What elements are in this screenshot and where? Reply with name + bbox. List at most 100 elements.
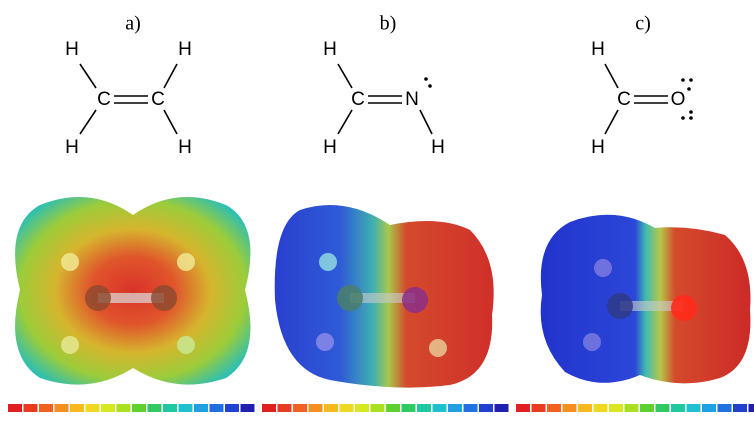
lone-pair [689,116,693,120]
model-atom [319,253,337,271]
atom: H [323,39,337,60]
model-atom [61,336,79,354]
lone-pair [687,87,691,91]
model-atom [594,259,612,277]
color-scales [8,404,754,412]
bond [338,64,352,88]
scale-swatch [563,404,577,412]
model-atom [402,287,428,313]
scale-swatch [702,404,716,412]
atom: C [617,89,631,110]
scale-swatch [8,404,22,412]
bond [605,64,618,88]
atom: O [671,89,686,110]
scale-swatch [371,404,385,412]
scale-swatch [163,404,177,412]
atom: H [431,137,445,158]
scale-swatch [293,404,307,412]
scale-swatch [464,404,478,412]
scale-swatch [262,404,276,412]
scale-swatch [578,404,592,412]
model-atom [85,285,111,311]
atom: H [65,137,79,158]
model-atom [607,293,633,319]
scale-swatch [117,404,131,412]
scale-swatch [609,404,623,412]
model-atom [61,253,79,271]
scale-swatch [132,404,146,412]
scale-swatch [516,404,530,412]
scale-swatch [148,404,162,412]
scale-swatch [241,404,255,412]
lone-pair [424,77,428,81]
scale-swatch [179,404,193,412]
scale-swatch [39,404,53,412]
scale-swatch [640,404,654,412]
scale-swatch [309,404,323,412]
panel-label: a) [125,13,141,35]
model-atom [337,285,363,311]
structure-c: H C O H [591,39,693,158]
scale-swatch [402,404,416,412]
bond [164,64,177,88]
bond [164,110,177,134]
scale-swatch [671,404,685,412]
scale-swatch [433,404,447,412]
scale-swatch [55,404,69,412]
atom: N [405,89,419,110]
lone-pair [428,84,432,88]
lone-pair [689,78,693,82]
scale-swatch [417,404,431,412]
scale-swatch [340,404,354,412]
bond [605,110,618,134]
structure-a: H H C C H H [65,39,192,158]
bond [338,110,352,134]
scale-swatch [355,404,369,412]
figure: a) b) c) H H C C H H H C N H H [0,0,754,426]
scale-swatch [194,404,208,412]
surface [541,215,751,384]
scale-swatch [733,404,747,412]
atom: H [591,137,605,158]
scale-swatch [70,404,84,412]
model-atom [583,333,601,351]
scale-swatch [225,404,239,412]
scale-swatch [532,404,546,412]
structure-b: H C N H H [323,39,445,158]
model-atom [151,285,177,311]
bond [80,64,96,88]
surface [15,197,250,385]
potential-map-c [541,215,751,384]
scale-swatch [495,404,509,412]
scale-swatch [210,404,224,412]
scale-swatch [687,404,701,412]
scale-swatch [278,404,292,412]
scale-swatch [656,404,670,412]
scale-swatch [86,404,100,412]
scale-swatch [479,404,493,412]
atom: H [323,137,337,158]
bond [80,110,96,134]
bond [420,110,432,134]
lone-pair [681,78,685,82]
potential-map-a [15,197,250,385]
atom: H [178,137,192,158]
model-atom [177,253,195,271]
lone-pair [681,116,685,120]
model-atom [316,333,334,351]
scale-swatch [24,404,38,412]
scale-swatch [547,404,561,412]
scale-swatch [448,404,462,412]
model-atom [177,336,195,354]
scale-swatch [101,404,115,412]
atom: H [178,39,192,60]
atom: C [151,89,165,110]
scale-swatch [594,404,608,412]
model-atom [671,295,697,321]
panel-label: c) [635,13,651,35]
atom: C [97,89,111,110]
lone-pair [689,110,693,114]
scale-swatch [749,404,754,412]
model-atom [429,339,447,357]
atom: H [591,39,605,60]
